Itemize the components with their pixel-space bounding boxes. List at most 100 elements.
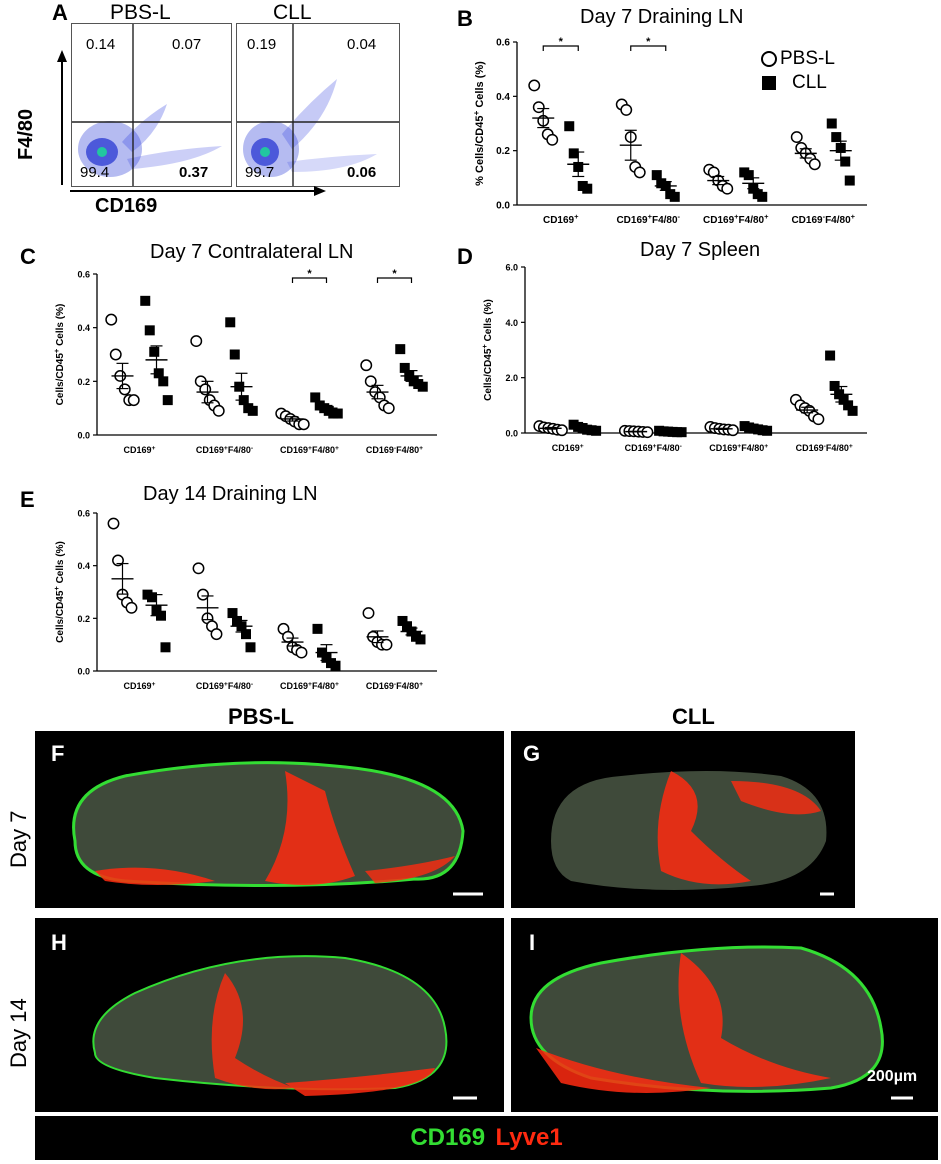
significance-bracket [542,45,579,51]
data-point-pbs-l [210,628,223,641]
data-point-cll [591,425,602,436]
data-point-pbs-l [812,413,825,426]
micrograph-f-image [72,761,483,896]
data-point-pbs-l [105,313,118,326]
micrograph-i-image [529,945,913,1100]
y-tick-label: 0.0 [505,429,518,439]
data-point-pbs-l [125,601,138,614]
data-point-cll [229,349,240,360]
legend-open-circle-marker [761,51,777,67]
panel-label-g: G [523,741,541,766]
data-point-cll [162,395,173,406]
x-tick-label: CD169-F4/80+ [366,681,423,692]
data-point-cll [310,392,321,403]
data-point-cll [838,394,849,405]
x-tick-label: CD169+F4/80+ [709,443,768,454]
x-tick-label: CD169+F4/80- [616,212,680,227]
data-point-cll [757,191,768,202]
data-point-pbs-l [109,348,122,361]
quadrant-lr-value: 0.06 [347,164,377,181]
data-point-pbs-l [555,424,568,437]
y-tick-label: 0.4 [77,561,90,571]
data-point-pbs-l [107,517,120,530]
data-point-cll [227,608,238,619]
data-point-cll [829,380,840,391]
data-point-pbs-l [118,383,131,396]
y-axis-label: Cells/CD45+ Cells (%) [480,299,495,401]
y-tick-label: 0.6 [496,38,510,49]
data-point-cll [402,621,412,632]
chart-day14-draining-ln: 0.0 0.2 0.4 0.6 Cells/CD45+ Cells (%) CD169+ C… [52,509,437,692]
chart-title-d: Day 7 Spleen [640,239,761,261]
y-axis-label: Cells/CD45+ Cells (%) [52,304,67,406]
data-point-cll [397,615,408,626]
legend-markers [761,51,777,90]
data-point-pbs-l [362,607,375,620]
flow-group-label: CLL [273,1,312,24]
data-point-cll [840,156,851,167]
quadrant-ll-value: 99.4 [80,164,110,181]
flow-events [78,104,222,177]
flow-x-axis-label: CD169 [95,195,158,217]
data-point-cll [651,170,662,181]
data-point-cll [825,350,836,361]
data-point-pbs-l [633,166,646,179]
data-point-pbs-l [190,335,203,348]
chart-day7-draining-ln: 0.0 0.2 0.4 0.6 % Cells/CD45+ Cells (%) CD169… [472,36,867,227]
data-point-pbs-l [546,133,559,146]
flow-plot-pbs: 0.14 0.07 99.4 0.37 [71,23,232,187]
data-point-cll [312,623,323,634]
significance-star: * [392,268,397,280]
x-tick-label: CD169+F4/80+ [703,212,769,227]
quadrant-lr-value: 0.37 [179,164,209,181]
quadrant-ul-value: 0.19 [247,36,277,53]
panel-label-a: A [52,0,68,25]
panel-label-c: C [20,244,36,269]
y-tick-label: 4.0 [505,318,518,328]
significance-star: * [307,268,312,280]
x-tick-label: CD169+F4/80- [196,445,253,456]
data-point-cll [395,344,406,355]
data-point-cll [147,592,157,603]
legend-item-cll: CLL [792,72,827,93]
data-point-cll [140,295,151,306]
y-tick-label: 0.6 [77,270,90,280]
data-point-cll [844,175,855,186]
data-point-pbs-l [380,638,393,651]
data-point-cll [158,376,169,387]
panel-label-f: F [51,741,65,766]
data-point-cll [160,642,171,653]
chart-day7-contralateral-ln: 0.0 0.2 0.4 0.6 Cells/CD45+ Cells (%) CD169+ C… [52,268,437,456]
quadrant-ur-value: 0.07 [172,36,202,53]
micro-row-title-day14: Day 14 [6,998,31,1068]
data-point-pbs-l [620,103,633,116]
data-point-pbs-l [297,418,310,431]
data-point-pbs-l [808,158,821,171]
data-point-pbs-l [528,79,541,92]
y-tick-label: 0.0 [77,431,90,441]
x-tick-label: CD169+F4/80+ [280,681,339,692]
micro-col-title-cll: CLL [672,704,715,729]
flow-scatter-cll [237,24,399,186]
data-point-cll [743,170,754,181]
data-point-pbs-l [721,182,734,195]
data-point-pbs-l [199,383,212,396]
data-point-cll [225,317,236,328]
legend-filled-square-marker [762,76,776,90]
data-point-pbs-l [382,402,395,415]
data-point-cll [247,405,258,416]
micrograph-i: I 200µm [511,918,938,1112]
flow-events [243,79,377,177]
quadrant-ur-value: 0.04 [347,36,377,53]
quadrant-ul-value: 0.14 [86,36,116,53]
legend-item-pbs-l: PBS-L [780,48,835,69]
data-point-cll [332,408,343,419]
data-point-cll [826,118,837,129]
flow-plot-cll: 0.19 0.04 99.7 0.06 [236,23,400,187]
micrograph-g: G [511,731,855,908]
y-tick-label: 0.4 [496,92,510,103]
panel-label-h: H [51,930,67,955]
data-point-cll [568,148,579,159]
x-tick-label: CD169+ [124,445,156,456]
significance-star: * [559,36,564,48]
